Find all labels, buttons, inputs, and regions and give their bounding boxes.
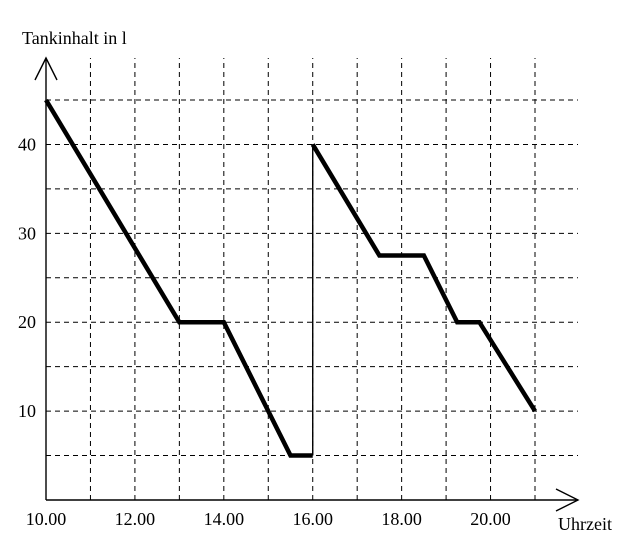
labels: Tankinhalt in l Uhrzeit 10.00 12.00 14.00 1… [18,28,612,534]
axes [34,56,580,512]
series-line [310,143,537,413]
grid [46,58,578,500]
x-tick-label: 20.00 [470,509,511,529]
series-line [44,98,313,458]
y-axis-label: Tankinhalt in l [22,28,127,48]
y-tick-label: 40 [18,134,36,154]
x-tick-label: 18.00 [381,509,422,529]
x-tick-label: 12.00 [115,509,156,529]
y-tick-label: 30 [18,223,36,243]
x-tick-label: 10.00 [26,509,67,529]
y-tick-label: 10 [18,401,36,421]
y-tick-label: 20 [18,312,36,332]
series [44,98,537,458]
y-axis-arrow-icon [34,56,58,81]
x-axis-label: Uhrzeit [558,514,612,534]
x-tick-label: 16.00 [292,509,333,529]
x-tick-label: 14.00 [204,509,245,529]
x-axis-arrow-icon [555,488,580,512]
